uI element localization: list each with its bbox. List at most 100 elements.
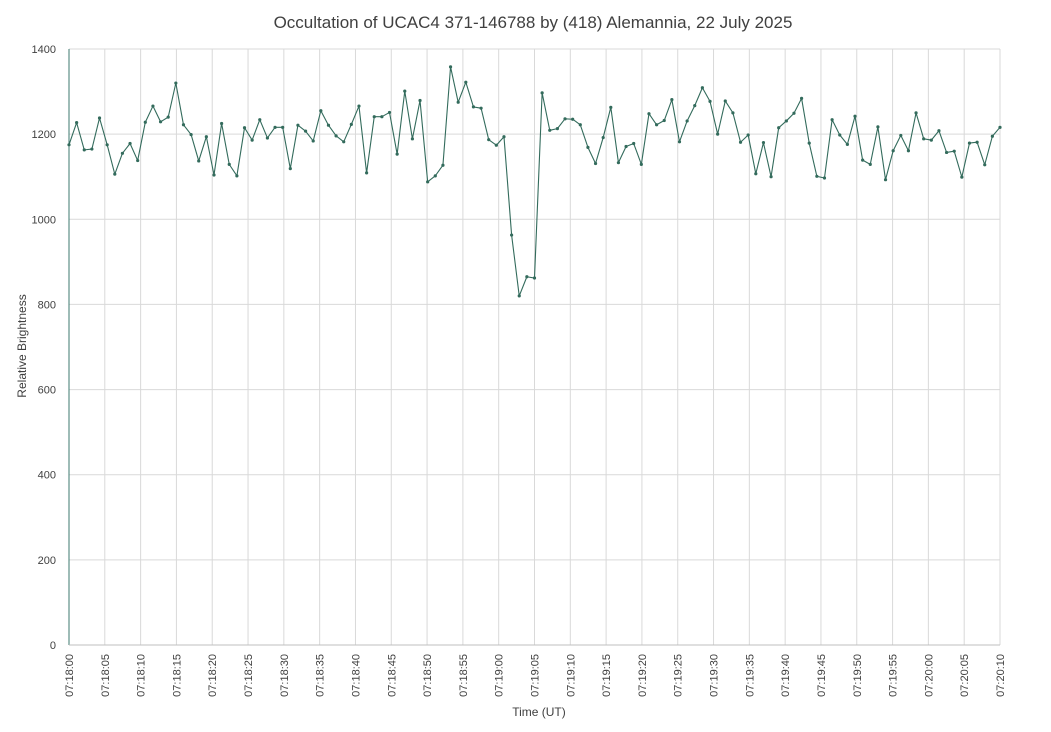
data-point: [372, 115, 376, 119]
x-tick-label: 07:19:30: [709, 654, 721, 697]
data-point: [426, 180, 430, 184]
data-point: [433, 174, 437, 178]
data-point: [532, 276, 537, 280]
data-point: [799, 96, 804, 100]
y-axis-title: Relative Brightness: [15, 294, 29, 397]
data-point: [494, 143, 498, 147]
data-point: [853, 114, 857, 118]
data-point: [487, 138, 491, 142]
data-point: [235, 174, 239, 178]
data-point: [517, 294, 521, 298]
data-point: [830, 118, 834, 122]
data-point: [296, 123, 300, 127]
data-point: [738, 140, 743, 144]
data-point: [792, 111, 796, 115]
data-point: [540, 91, 544, 95]
data-point: [616, 161, 621, 165]
data-point: [891, 149, 895, 153]
y-tick-label: 400: [38, 470, 56, 482]
data-point: [471, 105, 476, 109]
data-point: [136, 158, 140, 163]
x-tick-label: 07:19:55: [888, 654, 900, 697]
x-tick-label: 07:18:00: [64, 654, 76, 697]
data-point: [410, 137, 414, 141]
x-tick-label: 07:19:50: [852, 654, 864, 697]
data-point: [647, 112, 651, 116]
data-point: [601, 135, 605, 140]
data-point: [815, 174, 819, 178]
x-tick-label: 07:19:35: [744, 654, 756, 697]
x-tick-labels: 07:18:00 07:18:05 07:18:10 07:18:15 07:18:20…: [64, 654, 1007, 697]
data-point: [967, 141, 972, 145]
data-point: [502, 135, 506, 139]
data-point: [883, 178, 888, 182]
data-point: [944, 150, 949, 155]
x-tick-label: 07:18:55: [458, 654, 470, 697]
data-point: [929, 138, 933, 142]
data-point: [563, 117, 567, 121]
y-tick-labels: 0 200 400 600 800 1000 1200 1400: [32, 44, 56, 652]
data-point: [586, 145, 590, 149]
data-point: [655, 123, 659, 127]
data-point: [158, 120, 163, 124]
data-point: [151, 104, 155, 108]
data-point: [609, 105, 613, 109]
data-point: [418, 98, 422, 103]
data-point: [113, 172, 117, 176]
data-point: [777, 126, 781, 130]
data-point: [838, 133, 842, 137]
data-point: [265, 136, 270, 140]
data-point: [387, 110, 392, 115]
data-point: [632, 141, 636, 146]
data-point: [578, 123, 582, 127]
data-point: [975, 140, 979, 144]
data-point: [189, 132, 193, 137]
chart-title: Occultation of UCAC4 371-146788 by (418)…: [274, 13, 793, 32]
x-tick-label: 07:19:10: [565, 654, 577, 697]
data-point: [479, 106, 483, 110]
data-point: [204, 135, 208, 139]
data-point: [662, 118, 666, 123]
x-tick-label: 07:18:15: [171, 654, 183, 697]
y-tick-label: 1000: [32, 214, 56, 226]
data-point: [380, 115, 384, 119]
data-point: [120, 151, 125, 155]
data-point: [708, 99, 712, 103]
data-point: [197, 159, 201, 163]
data-point: [761, 141, 766, 145]
data-point: [456, 100, 460, 104]
axes: [68, 49, 1000, 646]
data-point: [75, 121, 79, 125]
x-tick-label: 07:18:05: [100, 654, 112, 697]
data-point: [693, 104, 697, 108]
data-point: [670, 98, 674, 102]
x-tick-label: 07:18:35: [315, 654, 327, 697]
x-tick-label: 07:18:25: [243, 654, 255, 697]
data-point: [311, 139, 315, 143]
x-axis-title: Time (UT): [512, 705, 566, 719]
data-point: [990, 134, 994, 138]
x-tick-label: 07:18:40: [350, 654, 362, 697]
x-tick-label: 07:19:05: [530, 654, 542, 697]
data-point: [82, 148, 86, 152]
data-point: [906, 149, 911, 153]
x-tick-label: 07:18:45: [386, 654, 398, 697]
data-point: [845, 142, 849, 146]
data-point: [143, 120, 147, 124]
data-point: [914, 111, 918, 115]
data-point: [700, 86, 704, 90]
data-point: [357, 104, 361, 108]
y-tick-label: 800: [38, 299, 56, 311]
data-point: [212, 173, 216, 177]
y-tick-label: 0: [50, 640, 56, 652]
data-point: [571, 117, 575, 121]
data-point: [97, 116, 102, 120]
data-point: [326, 123, 331, 127]
x-tick-label: 07:20:10: [995, 654, 1007, 697]
data-point: [716, 132, 720, 136]
data-point: [983, 163, 987, 167]
data-point: [227, 162, 231, 166]
data-point: [319, 109, 323, 113]
